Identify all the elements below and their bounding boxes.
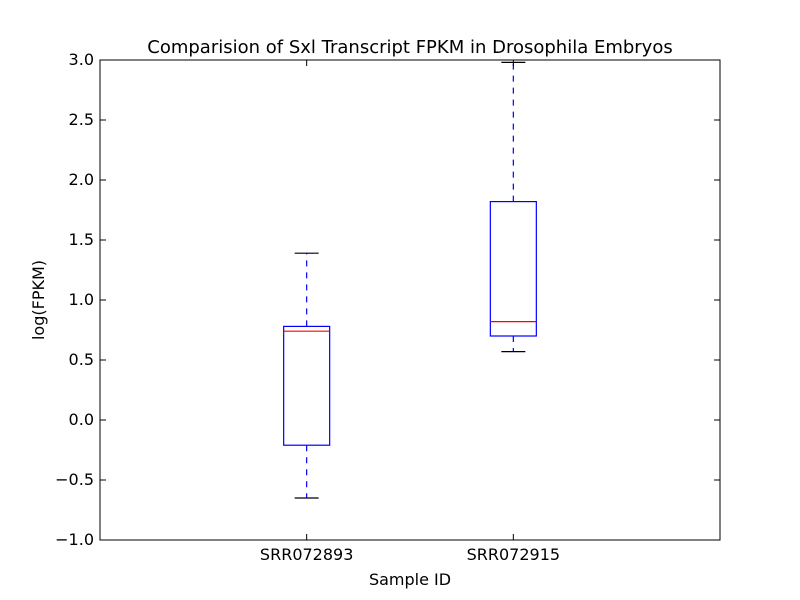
y-tick-label: −0.5 xyxy=(55,470,94,489)
x-axis: SRR072893 SRR072915 xyxy=(260,60,560,564)
box-SRR072915 xyxy=(489,61,537,353)
y-tick-label: 2.0 xyxy=(69,170,94,189)
box-SRR072893 xyxy=(283,252,331,499)
x-tick-label: SRR072893 xyxy=(260,545,353,564)
boxes-layer xyxy=(283,61,537,499)
iqr-box xyxy=(489,201,537,337)
chart-title: Comparision of Sxl Transcript FPKM in Dr… xyxy=(147,37,672,58)
iqr-box xyxy=(283,325,331,446)
y-axis-label: log(FPKM) xyxy=(29,260,48,340)
y-tick-label: 0.0 xyxy=(69,410,94,429)
x-axis-label: Sample ID xyxy=(369,570,451,589)
x-tick-label: SRR072915 xyxy=(467,545,560,564)
y-tick-label: 2.5 xyxy=(69,110,94,129)
y-tick-label: −1.0 xyxy=(55,530,94,549)
y-tick-label: 0.5 xyxy=(69,350,94,369)
y-axis: −1.0 −0.5 0.0 0.5 1.0 1.5 2.0 2.5 3.0 xyxy=(55,50,720,549)
y-tick-label: 1.5 xyxy=(69,230,94,249)
y-tick-label: 1.0 xyxy=(69,290,94,309)
y-tick-label: 3.0 xyxy=(69,50,94,69)
